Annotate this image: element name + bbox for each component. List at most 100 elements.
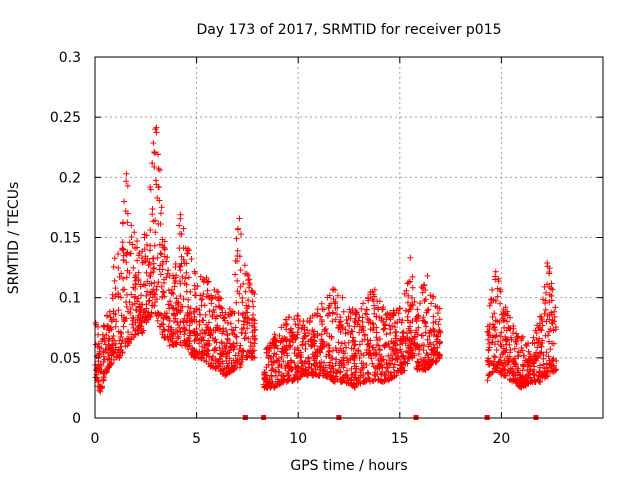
data-point — [408, 301, 415, 308]
data-point — [368, 355, 375, 362]
data-point — [233, 340, 240, 347]
data-point — [497, 333, 504, 340]
data-point — [146, 280, 153, 287]
data-point — [538, 314, 545, 321]
x-axis-label: GPS time / hours — [290, 458, 407, 474]
data-point — [380, 318, 387, 325]
data-point — [242, 288, 249, 295]
data-point — [400, 336, 407, 343]
data-point — [339, 294, 346, 301]
data-point — [218, 351, 225, 358]
data-point — [98, 345, 105, 352]
data-point — [108, 341, 115, 348]
data-point — [332, 316, 339, 323]
data-point — [434, 304, 441, 311]
data-point — [376, 347, 383, 354]
data-point — [396, 341, 403, 348]
data-point — [534, 344, 541, 351]
data-point — [161, 293, 168, 300]
data-point — [390, 345, 397, 352]
data-point — [140, 259, 147, 266]
data-point — [224, 362, 231, 369]
data-point — [171, 283, 178, 290]
data-point — [206, 308, 213, 315]
data-point — [141, 246, 148, 253]
data-point — [198, 296, 205, 303]
data-point — [152, 291, 159, 298]
data-point — [340, 364, 347, 371]
data-point — [124, 267, 131, 274]
data-point — [336, 318, 343, 325]
data-point — [539, 371, 546, 378]
data-point — [196, 321, 203, 328]
data-point — [378, 377, 385, 384]
data-point — [415, 351, 422, 358]
data-point — [318, 331, 325, 338]
data-point — [531, 371, 538, 378]
data-point — [403, 330, 410, 337]
data-point — [302, 367, 309, 374]
data-point — [175, 333, 182, 340]
data-point — [123, 259, 130, 266]
data-point — [314, 312, 321, 319]
data-point — [500, 348, 507, 355]
data-point — [205, 278, 212, 285]
data-point — [127, 305, 134, 312]
data-point — [182, 326, 189, 333]
y-axis-label: SRMTID / TECUs — [6, 182, 22, 295]
data-point — [288, 366, 295, 373]
data-point — [326, 333, 333, 340]
data-point — [104, 313, 111, 320]
data-point — [236, 253, 243, 260]
data-point — [329, 310, 336, 317]
data-point — [338, 340, 345, 347]
data-point — [161, 327, 168, 334]
data-point — [354, 321, 361, 328]
data-point — [123, 178, 130, 185]
data-point — [117, 329, 124, 336]
data-point — [485, 347, 492, 354]
data-point — [147, 273, 154, 280]
data-point — [222, 309, 229, 316]
data-point — [149, 160, 156, 167]
data-point — [297, 354, 304, 361]
data-point — [187, 305, 194, 312]
data-point — [343, 317, 350, 324]
data-point — [280, 358, 287, 365]
data-point — [151, 290, 158, 297]
data-point — [325, 348, 332, 355]
data-point — [155, 312, 162, 319]
data-point — [520, 352, 527, 359]
data-point — [497, 300, 504, 307]
data-point — [284, 361, 291, 368]
data-point — [288, 329, 295, 336]
data-point — [542, 300, 549, 307]
data-point — [327, 359, 334, 366]
data-point — [109, 335, 116, 342]
data-point — [549, 356, 556, 363]
data-point — [103, 366, 110, 373]
data-point — [145, 298, 152, 305]
data-point — [502, 367, 509, 374]
data-point — [513, 338, 520, 345]
data-point — [115, 250, 122, 257]
data-point — [251, 327, 258, 334]
data-point — [341, 361, 348, 368]
data-point — [155, 165, 162, 172]
data-point — [194, 335, 201, 342]
data-point — [539, 340, 546, 347]
data-point — [417, 300, 424, 307]
data-point — [214, 288, 221, 295]
data-point — [152, 229, 159, 236]
data-point — [398, 319, 405, 326]
data-point — [550, 363, 557, 370]
y-tick-label: 0.05 — [50, 351, 81, 367]
data-point — [97, 388, 104, 395]
data-point — [204, 279, 211, 286]
data-point — [436, 305, 443, 312]
data-point — [123, 252, 130, 259]
data-point — [285, 372, 292, 379]
axis-ticks — [94, 56, 603, 419]
data-point — [125, 339, 132, 346]
data-point — [100, 353, 107, 360]
